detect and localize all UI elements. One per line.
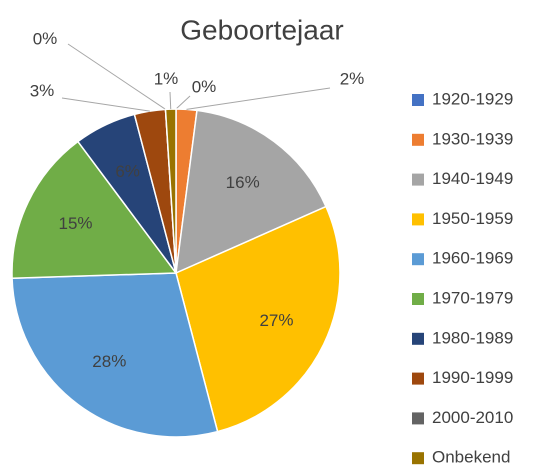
legend-swatch bbox=[412, 293, 424, 305]
percent-sign: % bbox=[245, 173, 260, 192]
pie-slice bbox=[164, 108, 177, 274]
data-label: 0% bbox=[33, 29, 58, 48]
data-label: 27% bbox=[259, 311, 293, 330]
data-label: 3% bbox=[30, 81, 55, 100]
data-label: 2% bbox=[340, 69, 365, 88]
legend-label: 1940-1949 bbox=[432, 169, 513, 188]
leader-line bbox=[169, 91, 172, 110]
percent-sign: % bbox=[111, 352, 126, 371]
legend-label: 1980-1989 bbox=[432, 328, 513, 347]
legend-label: 1930-1939 bbox=[432, 129, 513, 148]
legend-swatch bbox=[412, 173, 424, 186]
data-label: 0% bbox=[192, 77, 217, 96]
leader-line bbox=[186, 87, 331, 110]
pie-slice bbox=[11, 140, 178, 280]
legend-swatch bbox=[412, 452, 424, 465]
data-label: 16% bbox=[226, 173, 260, 192]
pie-slice bbox=[175, 109, 327, 275]
pie-slice bbox=[11, 272, 219, 438]
legend-label: 1970-1979 bbox=[432, 288, 513, 307]
percent-sign: % bbox=[349, 69, 364, 88]
percent-sign: % bbox=[42, 29, 57, 48]
data-label: 15% bbox=[59, 214, 93, 233]
percent-sign: % bbox=[201, 77, 216, 96]
leader-line bbox=[67, 43, 166, 110]
percent-sign: % bbox=[39, 81, 54, 100]
legend-label: Onbekend bbox=[432, 448, 510, 467]
legend-label: 1950-1959 bbox=[432, 209, 513, 228]
data-label: 28% bbox=[92, 352, 126, 371]
legend-swatch bbox=[412, 332, 424, 345]
percent-sign: % bbox=[77, 214, 92, 233]
leader-line bbox=[61, 97, 150, 112]
pie-slice bbox=[175, 205, 341, 433]
percent-sign: % bbox=[125, 162, 140, 181]
chart-title: Geboortejaar bbox=[180, 14, 343, 45]
legend-swatch bbox=[412, 412, 424, 425]
legend-swatch bbox=[412, 94, 424, 106]
legend-label: 1990-1999 bbox=[432, 368, 513, 387]
data-label: 6% bbox=[115, 162, 140, 181]
legend-swatch bbox=[412, 133, 424, 146]
data-label: 1% bbox=[154, 69, 179, 88]
legend-label: 2000-2010 bbox=[432, 408, 513, 427]
leader-line bbox=[175, 95, 191, 110]
legend-label: 1920-1929 bbox=[432, 89, 513, 108]
percent-sign: % bbox=[163, 69, 178, 88]
legend-label: 1960-1969 bbox=[432, 249, 513, 268]
legend-swatch bbox=[412, 213, 424, 226]
legend-swatch bbox=[412, 253, 424, 266]
percent-sign: % bbox=[278, 311, 293, 330]
legend-swatch bbox=[412, 372, 424, 385]
